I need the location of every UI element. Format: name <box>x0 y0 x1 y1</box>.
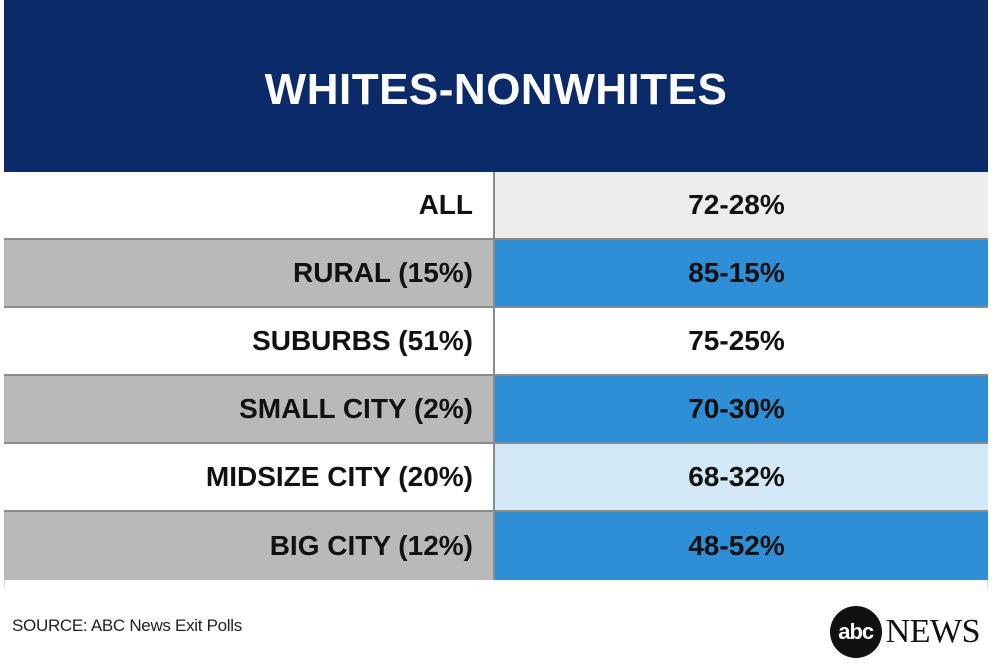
row-label: MIDSIZE CITY (20%) <box>4 444 495 510</box>
abc-news-logo: abc NEWS <box>829 606 981 658</box>
source-note: SOURCE: ABC News Exit Polls <box>12 616 242 635</box>
footer: SOURCE: ABC News Exit Polls abc NEWS <box>4 588 988 669</box>
table-row: BIG CITY (12%) 48-52% <box>4 512 988 580</box>
table-row: SUBURBS (51%) 75-25% <box>4 308 988 376</box>
chart-title: WHITES-NONWHITES <box>264 65 728 114</box>
results-table: ALL 72-28% RURAL (15%) 85-15% SUBURBS (51%) 7… <box>4 172 988 580</box>
row-label: BIG CITY (12%) <box>4 512 495 580</box>
row-value: 72-28% <box>495 172 988 238</box>
news-wordmark: NEWS <box>885 613 981 650</box>
row-label: SUBURBS (51%) <box>4 308 495 374</box>
row-value: 68-32% <box>495 444 988 510</box>
row-label: SMALL CITY (2%) <box>4 376 495 442</box>
table-row: ALL 72-28% <box>4 172 988 240</box>
row-label: RURAL (15%) <box>4 240 495 306</box>
title-banner: WHITES-NONWHITES <box>4 0 988 172</box>
row-value: 75-25% <box>495 308 988 374</box>
row-value: 48-52% <box>495 512 988 580</box>
row-value: 70-30% <box>495 376 988 442</box>
abc-logo-icon: abc <box>829 606 882 658</box>
row-value: 85-15% <box>495 240 988 306</box>
table-row: SMALL CITY (2%) 70-30% <box>4 376 988 444</box>
table-row: MIDSIZE CITY (20%) 68-32% <box>4 444 988 512</box>
table-row: RURAL (15%) 85-15% <box>4 240 988 308</box>
row-label: ALL <box>4 172 495 238</box>
